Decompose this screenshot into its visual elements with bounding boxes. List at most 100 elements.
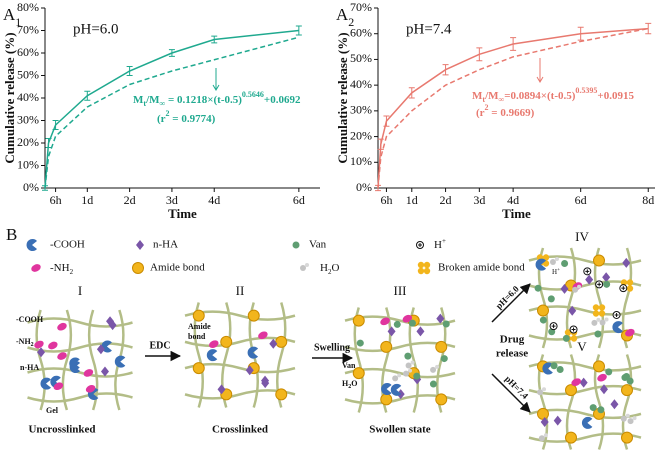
proton-icon xyxy=(614,312,619,317)
network-label: Amide xyxy=(188,322,211,331)
text-part: H xyxy=(552,268,557,276)
text-part: A xyxy=(336,5,349,24)
broken-amide-icon xyxy=(598,310,606,317)
broken-amide-icon xyxy=(626,279,634,286)
broken-amide-icon xyxy=(620,279,628,286)
nha-icon xyxy=(585,274,594,285)
y-tick-label: 0% xyxy=(23,180,39,194)
step-label: Swelling xyxy=(314,342,350,353)
x-tick-label: 4d xyxy=(208,193,220,207)
network-label: n-HA xyxy=(20,363,39,372)
water-icon xyxy=(538,435,545,442)
text-part: 0.5395 xyxy=(575,86,597,95)
text-part: + xyxy=(442,237,446,245)
legend-label: H2O xyxy=(320,262,339,276)
text-part: /M xyxy=(145,94,160,106)
broken-amide-icon xyxy=(423,261,431,269)
network-label: Gel xyxy=(46,406,59,415)
nh2-icon xyxy=(258,331,268,340)
water-icon xyxy=(300,265,306,271)
nh2-icon xyxy=(402,314,413,323)
water-icon xyxy=(408,368,413,373)
nha-icon xyxy=(96,344,105,355)
arrow xyxy=(491,373,531,413)
proton-icon xyxy=(597,282,602,287)
text-part: +0.0915 xyxy=(597,90,634,102)
nha-icon xyxy=(245,365,254,376)
broken-amide-icon xyxy=(417,267,425,275)
van-icon xyxy=(556,366,564,374)
legend-label: n-HA xyxy=(153,239,178,251)
text-part: H xyxy=(434,239,442,251)
network-label: -NH2 xyxy=(16,337,34,349)
nh2-icon xyxy=(597,373,607,382)
amide-icon xyxy=(192,362,205,375)
van-icon xyxy=(356,339,364,347)
x-tick-label: 3d xyxy=(473,193,485,207)
annotation-arrow xyxy=(536,58,544,83)
network-label: H+ xyxy=(552,268,560,276)
y-tick-label: 0% xyxy=(356,180,372,194)
network-label: bond xyxy=(188,332,206,341)
broken-amide-icon xyxy=(423,267,431,275)
y-tick-label: 40% xyxy=(350,77,372,91)
cooh-icon xyxy=(381,383,392,396)
cooh-icon xyxy=(114,355,126,368)
gel-strand xyxy=(61,309,73,411)
text-part: 2 xyxy=(166,109,170,118)
text-part: 1 xyxy=(15,15,21,29)
amide-icon xyxy=(132,262,144,274)
diagram-text: B -COOH n-HA Van H+ -NH2 Amide bond H2O … xyxy=(6,225,589,436)
broken-amide-icon xyxy=(598,304,606,311)
text-part: = 0.9669) xyxy=(489,107,535,119)
series-line xyxy=(377,27,649,189)
stage-caption: Swollen state xyxy=(369,424,431,436)
van-icon xyxy=(393,320,401,328)
error-bar xyxy=(295,25,302,36)
text-part: 2 xyxy=(31,342,34,348)
legend-label: -NH2 xyxy=(50,262,74,276)
nha-icon xyxy=(261,378,270,389)
water-icon xyxy=(549,259,556,266)
water-icon xyxy=(397,373,402,378)
legend-label: Broken amide bond xyxy=(438,262,525,274)
error-bar xyxy=(45,138,52,148)
amide-icon xyxy=(435,393,448,406)
water-icon xyxy=(435,364,440,369)
error-bar xyxy=(442,64,449,76)
stage-caption: Uncrosslinked xyxy=(28,424,95,436)
proton-icon xyxy=(585,269,590,274)
broken-amide-icon xyxy=(542,254,550,261)
y-axis-label: Cumulative release (%) xyxy=(2,32,17,163)
nha-icon xyxy=(108,320,117,331)
van-icon xyxy=(404,352,412,360)
text-part: -NH xyxy=(16,337,31,346)
nha-icon xyxy=(540,417,549,428)
text-part: ∞ xyxy=(160,99,166,108)
text-part: H xyxy=(320,262,328,274)
text-part: M xyxy=(472,90,483,102)
broken-amide-icon xyxy=(564,329,572,336)
amide-icon xyxy=(192,309,205,322)
text-part: = 0.1218×(t-0.5) xyxy=(165,94,242,106)
gel-strand xyxy=(35,309,46,411)
amide-icon xyxy=(275,335,288,348)
x-tick-label: 3d xyxy=(166,193,178,207)
van-icon xyxy=(547,295,555,303)
x-tick-label: 6h xyxy=(380,193,392,207)
text-part: + xyxy=(557,268,560,273)
nh2-icon xyxy=(571,378,581,386)
nha-icon xyxy=(387,326,396,337)
text-part: /M xyxy=(484,90,499,102)
water-icon xyxy=(596,317,601,322)
annotation: pH=7.4 xyxy=(406,21,452,37)
van-icon xyxy=(440,355,448,363)
x-tick-label: 2d xyxy=(124,193,136,207)
gel-strand xyxy=(87,309,99,411)
step-label: pH=7.4 xyxy=(503,374,530,401)
cooh-icon xyxy=(542,362,553,375)
water-icon xyxy=(392,375,399,382)
y-tick-label: 20% xyxy=(17,135,39,149)
cooh-icon xyxy=(581,416,593,429)
